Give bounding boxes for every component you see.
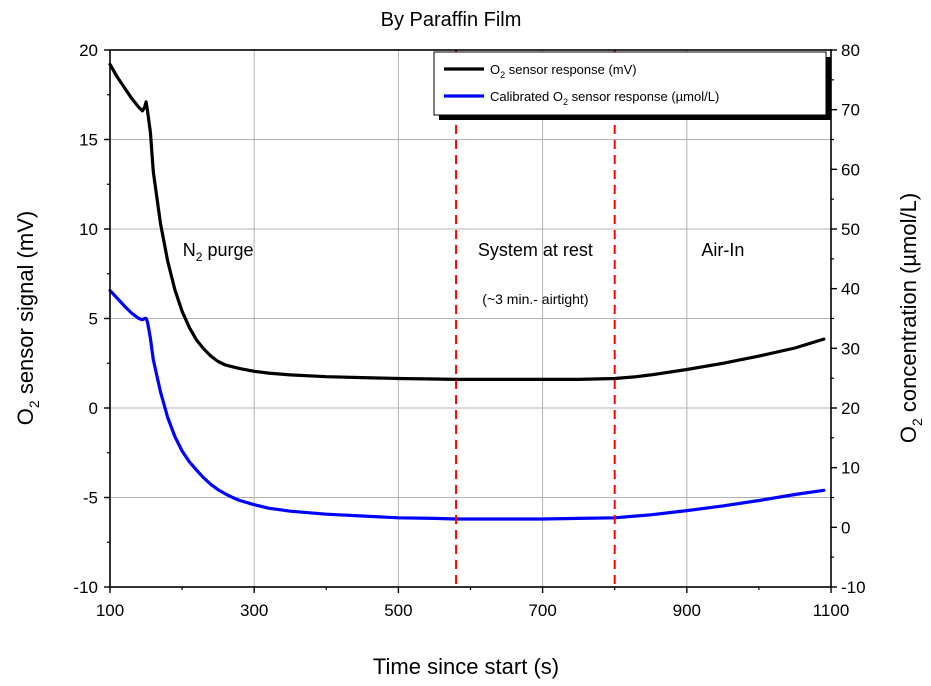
y2-tick-label: 60 <box>841 160 860 179</box>
series-line-sensor-mv <box>108 62 826 381</box>
x-tick-label: 1100 <box>813 601 850 620</box>
y2-tick-label: 20 <box>841 399 860 418</box>
y-tick-label: 15 <box>79 131 98 150</box>
y2-tick-label: -10 <box>841 578 866 597</box>
annotation-n2: N2 purge <box>183 240 254 264</box>
annotation-rest: System at rest <box>478 240 593 260</box>
y2-tick-label: 10 <box>841 459 860 478</box>
legend: O2 sensor response (mV) Calibrated O2 sen… <box>433 51 831 120</box>
x-tick-label: 100 <box>96 601 124 620</box>
y-tick-label: -10 <box>73 578 98 597</box>
y-tick-label: 10 <box>79 220 98 239</box>
legend-box <box>433 51 827 116</box>
y-tick-label: 20 <box>79 41 98 60</box>
x-tick-label: 900 <box>673 601 701 620</box>
series-line-calibrated <box>108 288 826 521</box>
y-tick-label: -5 <box>83 489 98 508</box>
y-axis-title: O2 sensor signal (mV) <box>13 211 42 425</box>
y2-tick-label: 30 <box>841 339 860 358</box>
y2-tick-label: 40 <box>841 280 860 299</box>
annotation-airin: Air-In <box>701 240 744 260</box>
x-tick-label: 300 <box>240 601 268 620</box>
plot-series <box>108 62 826 521</box>
annotation-airtight: (~3 min.- airtight) <box>482 291 588 307</box>
y-tick-label: 5 <box>89 310 98 329</box>
y2-axis-title: O2 concentration (µmol/L) <box>896 193 925 443</box>
y-tick-label: 0 <box>89 399 98 418</box>
annotations: N2 purge System at rest (~3 min.- airtight… <box>183 240 745 307</box>
x-axis-title: Time since start (s) <box>373 654 559 679</box>
x-tick-label: 500 <box>384 601 412 620</box>
y2-tick-label: 50 <box>841 220 860 239</box>
legend-entry: Calibrated O2 sensor response (µmol/L) <box>490 89 719 107</box>
axis-ticks: 100 300 500 700 900 1100 -10 -5 0 5 10 15 20 -10 0 10 20… <box>73 41 865 620</box>
x-tick-label: 700 <box>528 601 556 620</box>
chart-title: By Paraffin Film <box>381 9 522 31</box>
y2-tick-label: 0 <box>841 518 850 537</box>
y2-tick-label: 80 <box>841 41 860 60</box>
legend-entry: O2 sensor response (mV) <box>490 62 637 80</box>
y2-tick-label: 70 <box>841 101 860 120</box>
